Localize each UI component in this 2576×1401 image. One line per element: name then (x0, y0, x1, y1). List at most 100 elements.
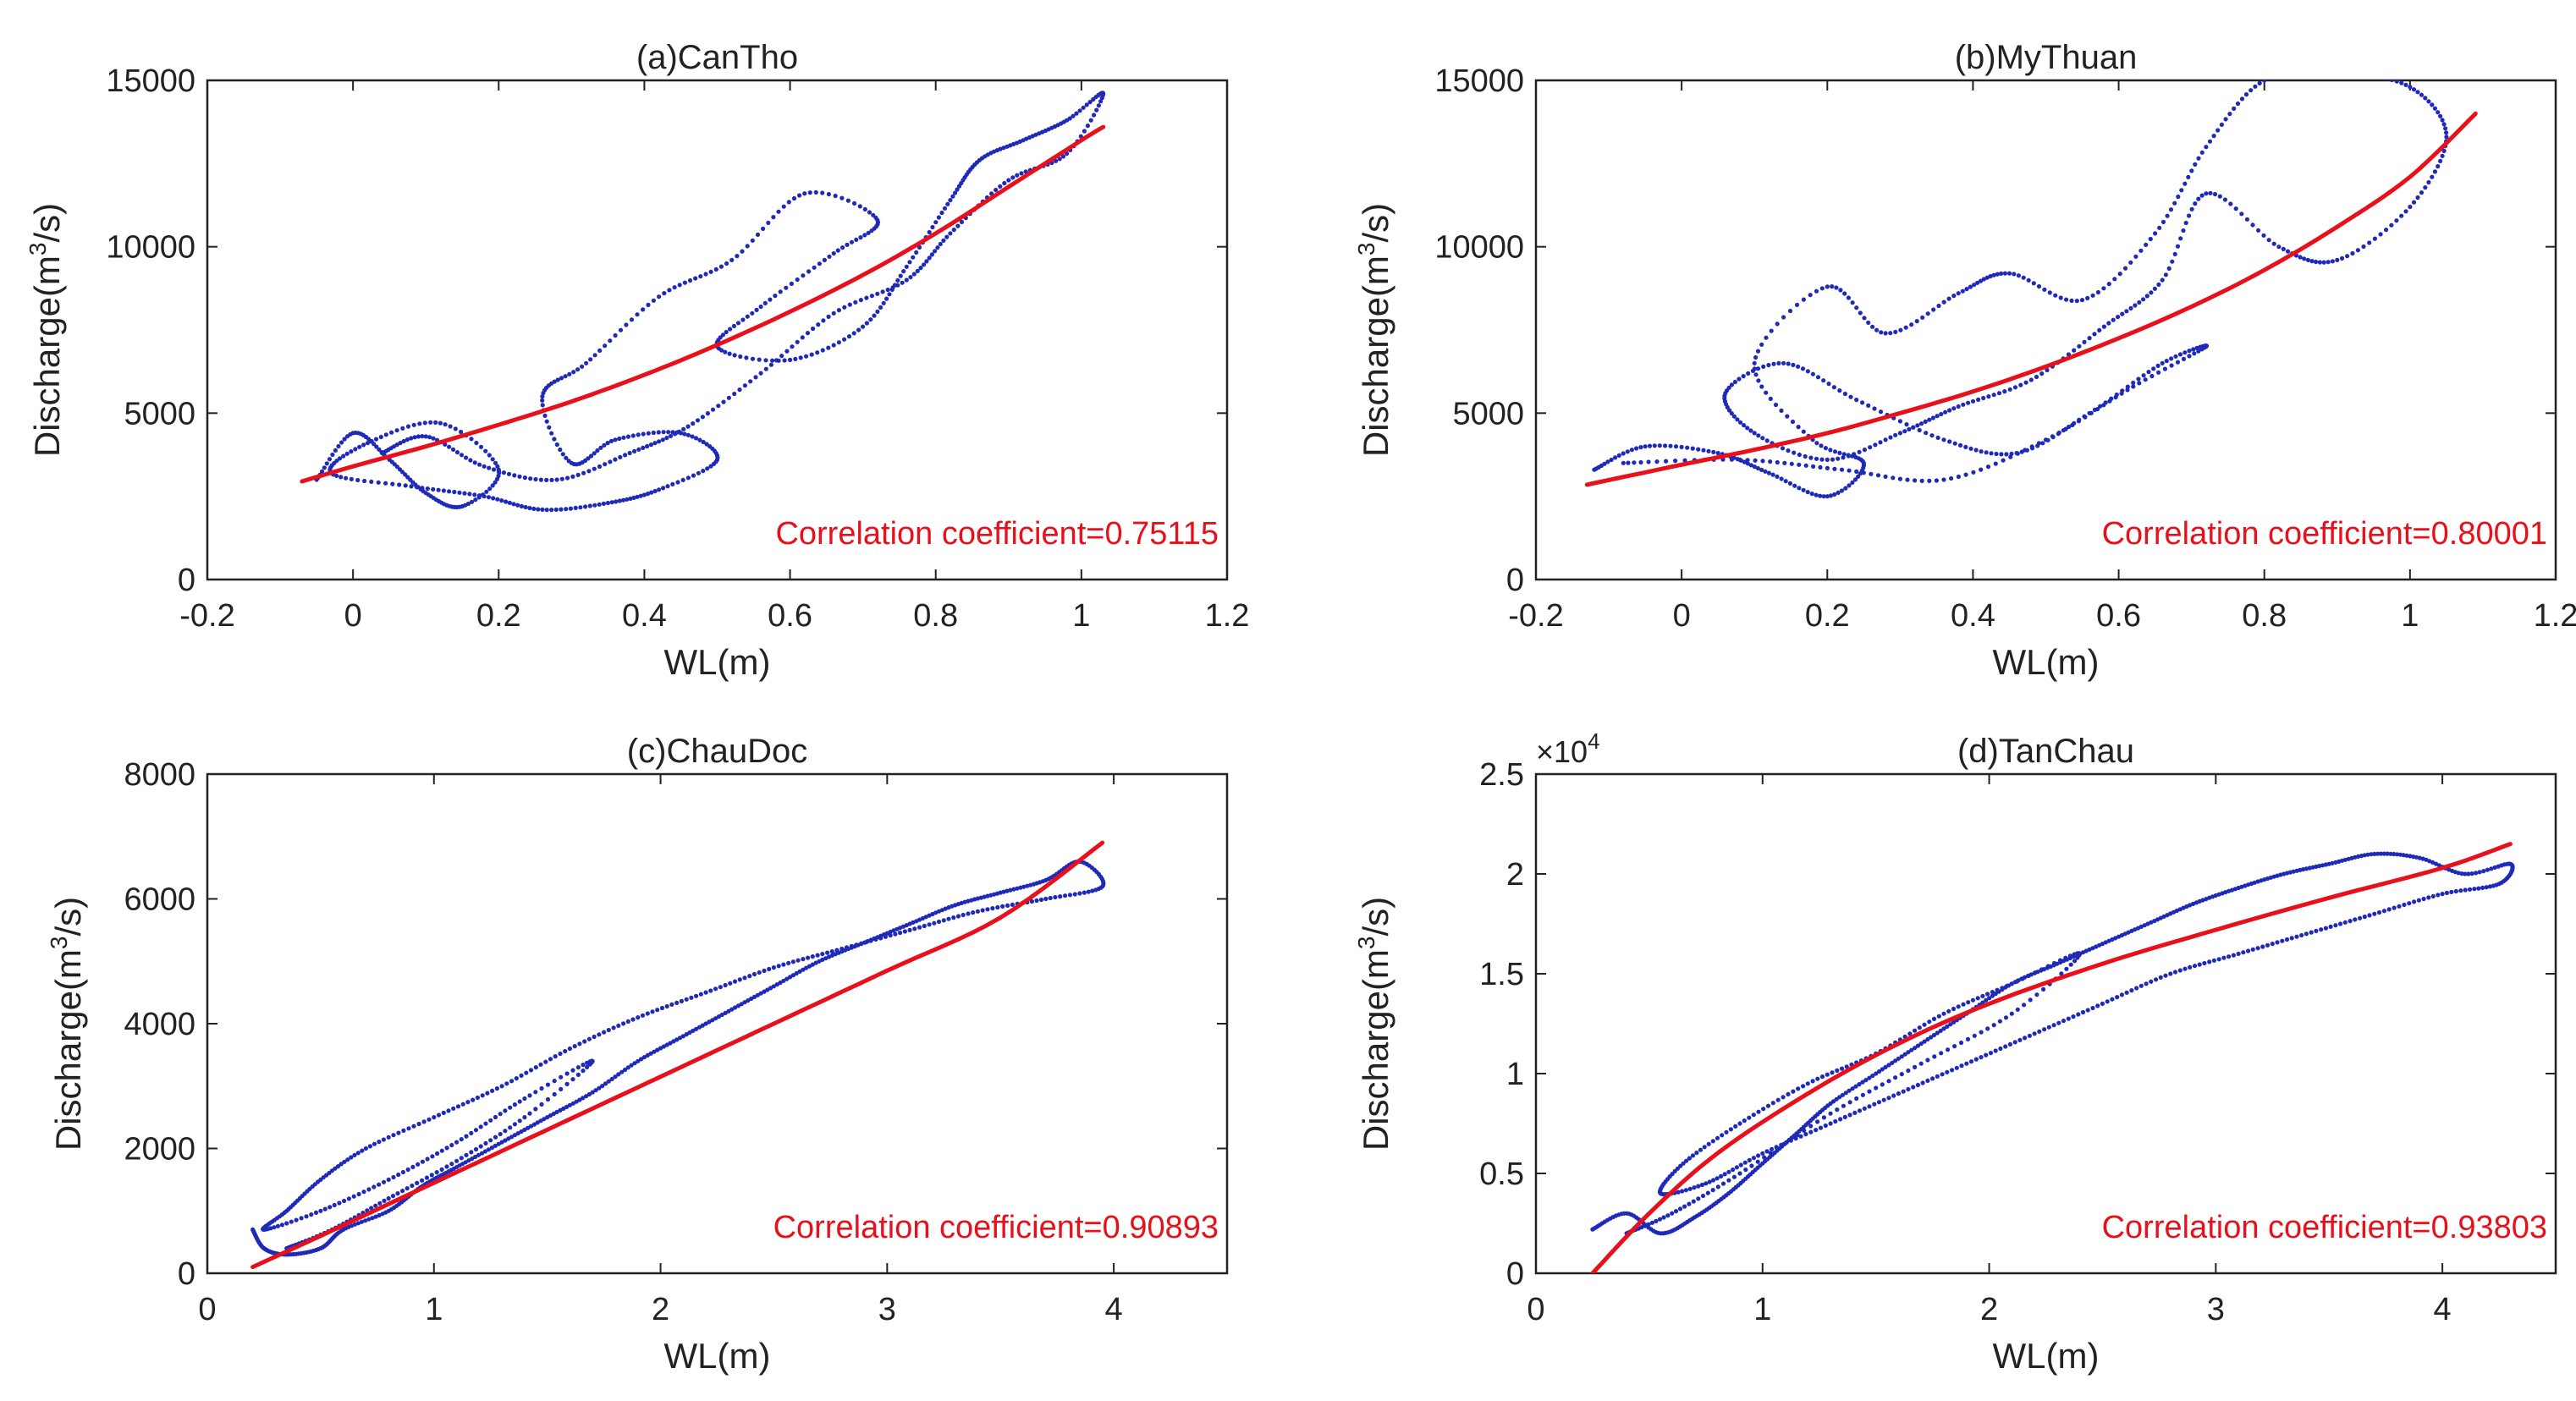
data-point (1896, 1091, 1901, 1096)
data-point (1846, 295, 1851, 300)
data-point (2430, 174, 2435, 179)
data-point (2066, 1016, 2071, 1021)
data-point (1775, 321, 1780, 327)
data-point (1819, 443, 1824, 448)
data-point (459, 1137, 464, 1142)
data-point (666, 430, 671, 435)
data-point (911, 255, 916, 260)
data-point (284, 1221, 289, 1226)
data-point (597, 502, 602, 507)
data-point (680, 1034, 685, 1039)
data-point (353, 447, 358, 452)
data-point (1768, 1151, 1773, 1156)
data-point (344, 475, 349, 481)
data-point (2058, 295, 2063, 300)
data-point (2374, 74, 2378, 79)
data-point (386, 1135, 391, 1140)
data-point (595, 448, 600, 453)
data-point (322, 465, 327, 470)
data-point (853, 299, 858, 305)
data-point (535, 1120, 540, 1125)
data-point (735, 254, 740, 259)
y-axis-label-main: Discharge(m (27, 255, 67, 457)
data-point (2196, 349, 2201, 354)
data-point (337, 456, 343, 461)
data-point (630, 1017, 636, 1022)
data-point (369, 1206, 374, 1211)
data-point (1775, 1146, 1780, 1151)
data-point (573, 505, 578, 511)
data-point (519, 503, 525, 509)
data-point (434, 1170, 439, 1175)
data-point (1018, 885, 1023, 890)
data-point (1870, 324, 1875, 329)
data-point (1759, 342, 1764, 347)
data-point (1946, 1008, 1951, 1014)
data-point (988, 893, 994, 898)
data-point (1949, 475, 1954, 481)
data-point (2087, 947, 2092, 952)
data-point (1719, 1173, 1724, 1178)
y-tick-label: 15000 (1434, 63, 1524, 99)
data-point (1927, 478, 1932, 484)
data-point (2095, 1003, 2100, 1008)
data-point (771, 965, 777, 970)
data-point (2141, 297, 2146, 302)
data-point (2160, 360, 2165, 365)
data-point (2408, 85, 2413, 90)
data-point (1994, 451, 1999, 457)
data-point (2235, 101, 2241, 107)
data-point (2188, 903, 2193, 908)
data-point (1847, 483, 1852, 488)
data-point (2022, 1003, 2027, 1008)
data-point (453, 426, 458, 431)
data-point (480, 1093, 485, 1098)
data-point (431, 436, 436, 441)
data-point (2415, 90, 2420, 95)
data-point (1999, 271, 2004, 276)
data-point (622, 1067, 628, 1073)
data-point (2365, 852, 2370, 857)
data-point (1805, 1081, 1810, 1086)
data-point (1899, 1054, 1904, 1059)
data-point (2181, 228, 2186, 234)
data-point (1798, 1134, 1803, 1139)
data-point (750, 310, 755, 316)
data-point (1831, 385, 1836, 390)
data-point (1646, 1222, 1651, 1227)
data-point (1821, 378, 1826, 383)
data-point (467, 492, 472, 497)
data-point (2246, 948, 2251, 953)
data-point (2453, 888, 2458, 894)
data-point (374, 444, 379, 449)
data-point (2350, 250, 2355, 256)
data-point (564, 1104, 570, 1109)
data-point (1770, 1146, 1775, 1151)
data-point (720, 332, 726, 338)
data-point (1905, 477, 1910, 482)
data-point (2014, 979, 2020, 984)
data-point (508, 1125, 513, 1130)
data-point (542, 1117, 547, 1122)
data-point (948, 198, 953, 203)
data-point (807, 190, 812, 195)
y-axis-label-superscript: 3 (25, 243, 51, 256)
data-point (1747, 1115, 1752, 1120)
data-point (2071, 1014, 2076, 1019)
y-tick-label: 2 (1506, 857, 1524, 893)
data-point (723, 1010, 728, 1015)
data-point (766, 220, 771, 225)
data-point (2326, 260, 2331, 265)
data-point (2363, 74, 2367, 78)
data-point (2036, 283, 2042, 289)
data-point (1825, 457, 1830, 463)
data-point (1783, 479, 1788, 484)
data-point (568, 506, 574, 511)
data-point (790, 344, 795, 349)
data-point (359, 1219, 364, 1224)
data-point (1755, 465, 1760, 471)
data-point (2015, 1007, 2020, 1012)
data-point (1776, 360, 1781, 365)
data-point (1948, 1022, 1953, 1027)
data-point (1086, 889, 1091, 894)
